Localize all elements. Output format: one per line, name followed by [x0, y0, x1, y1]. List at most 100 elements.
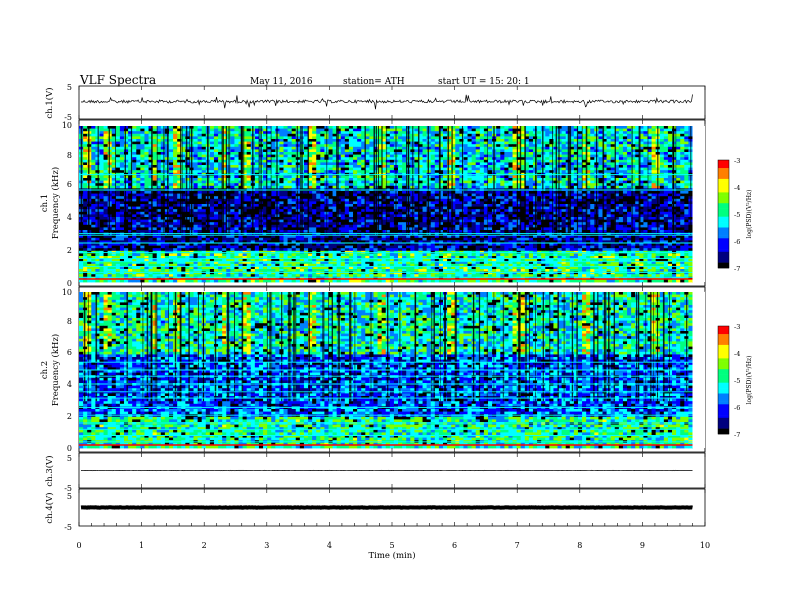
- spectrogram-cell: [292, 181, 296, 184]
- spectrogram-cell: [353, 199, 357, 202]
- spectrogram-cell: [283, 209, 287, 212]
- spectrogram-cell: [279, 165, 283, 168]
- spectrogram-cell: [279, 149, 283, 152]
- spectrogram-cell: [480, 139, 484, 142]
- spectrogram-cell: [173, 207, 177, 210]
- spectrogram-cell: [243, 178, 247, 181]
- spectrogram-cell: [611, 152, 615, 155]
- spectrogram-cell: [529, 191, 533, 194]
- spectrogram-cell: [247, 162, 251, 165]
- spectrogram-cell: [296, 170, 300, 173]
- spectrogram-cell: [431, 147, 435, 150]
- spectrogram-cell: [349, 160, 353, 163]
- spectrogram-cell: [120, 149, 124, 152]
- spectrogram-cell: [611, 149, 615, 152]
- spectrogram-cell: [357, 157, 361, 160]
- spectrogram-cell: [443, 162, 447, 165]
- spectrogram-cell: [357, 170, 361, 173]
- spectrogram-cell: [513, 155, 517, 158]
- spectrogram-cell: [558, 194, 562, 197]
- spectrogram-cell: [230, 129, 234, 132]
- spectrogram-cell: [341, 152, 345, 155]
- spectrogram-cell: [230, 209, 234, 212]
- spectrogram-cell: [169, 155, 173, 158]
- spectrogram-cell: [488, 160, 492, 163]
- spectrogram-cell: [390, 165, 394, 168]
- spectrogram-cell: [279, 134, 283, 137]
- spectrogram-cell: [529, 178, 533, 181]
- spectrogram-cell: [210, 181, 214, 184]
- spectrogram-cell: [488, 165, 492, 168]
- spectrogram-cell: [402, 186, 406, 189]
- spectrogram-cell: [357, 199, 361, 202]
- spectrogram-cell: [480, 155, 484, 158]
- spectrogram-cell: [468, 183, 472, 186]
- spectrogram-cell: [320, 157, 324, 160]
- spectrogram-cell: [496, 204, 500, 207]
- spectrogram-cell: [320, 131, 324, 134]
- spectrogram-cell: [423, 178, 427, 181]
- spectrogram-cell: [578, 204, 582, 207]
- spectrogram-cell: [598, 168, 602, 171]
- spectrogram-cell: [177, 207, 181, 210]
- spectrogram-cell: [680, 181, 684, 184]
- spectrogram-cell: [349, 134, 353, 137]
- spectrogram-cell: [202, 175, 206, 178]
- spectrogram-cell: [611, 165, 615, 168]
- spectrogram-cell: [312, 157, 316, 160]
- spectrogram-cell: [353, 131, 357, 134]
- spectrogram-cell: [652, 142, 656, 145]
- spectrogram-cell: [328, 191, 332, 194]
- spectrogram-cell: [365, 131, 369, 134]
- spectrogram-cell: [140, 196, 144, 199]
- spectrogram-cell: [537, 147, 541, 150]
- spectrogram-cell: [660, 144, 664, 147]
- spectrogram-cell: [652, 129, 656, 132]
- spectrogram-cell: [247, 194, 251, 197]
- spectrogram-cell: [652, 191, 656, 194]
- spectrogram-cell: [365, 139, 369, 142]
- spectrogram-cell: [136, 191, 140, 194]
- spectrogram-cell: [328, 152, 332, 155]
- spectrogram-cell: [132, 204, 136, 207]
- spectrogram-cell: [357, 196, 361, 199]
- spectrogram-cell: [508, 136, 512, 139]
- spectrogram-cell: [627, 204, 631, 207]
- spectrogram-cell: [99, 201, 103, 204]
- spectrogram-cell: [664, 162, 668, 165]
- spectrogram-cell: [140, 149, 144, 152]
- spectrogram-cell: [668, 162, 672, 165]
- spectrogram-cell: [652, 209, 656, 212]
- spectrogram-cell: [140, 191, 144, 194]
- spectrogram-cell: [316, 160, 320, 163]
- spectrogram-cell: [140, 175, 144, 178]
- spectrogram-cell: [402, 178, 406, 181]
- spectrogram-cell: [619, 129, 623, 132]
- spectrogram-cell: [234, 178, 238, 181]
- spectrogram-cell: [296, 186, 300, 189]
- spectrogram-cell: [423, 207, 427, 210]
- spectrogram-cell: [132, 126, 136, 129]
- spectrogram-cell: [316, 209, 320, 212]
- spectrogram-cell: [173, 209, 177, 212]
- spectrogram-cell: [161, 160, 165, 163]
- spectrogram-cell: [472, 207, 476, 210]
- spectrogram-cell: [247, 204, 251, 207]
- spectrogram-cell: [398, 194, 402, 197]
- spectrogram-cell: [660, 139, 664, 142]
- spectrogram-cell: [652, 175, 656, 178]
- spectrogram-cell: [459, 178, 463, 181]
- spectrogram-cell: [120, 181, 124, 184]
- spectrogram-cell: [349, 194, 353, 197]
- spectrogram-cell: [402, 170, 406, 173]
- spectrogram-cell: [590, 199, 594, 202]
- spectrogram-cell: [365, 160, 369, 163]
- spectrogram-cell: [390, 194, 394, 197]
- spectrogram-cell: [643, 155, 647, 158]
- spectrogram-cell: [328, 183, 332, 186]
- spectrogram-cell: [292, 162, 296, 165]
- spectrogram-cell: [558, 175, 562, 178]
- spectrogram-cell: [132, 142, 136, 145]
- spectrogram-cell: [341, 165, 345, 168]
- spectrogram-cell: [365, 142, 369, 145]
